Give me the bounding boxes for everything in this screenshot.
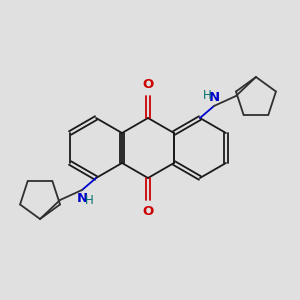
- Text: N: N: [76, 192, 88, 205]
- Text: H: H: [202, 89, 211, 102]
- Text: O: O: [142, 78, 154, 91]
- Text: O: O: [142, 205, 154, 218]
- Text: H: H: [85, 194, 93, 207]
- Text: N: N: [208, 91, 220, 104]
